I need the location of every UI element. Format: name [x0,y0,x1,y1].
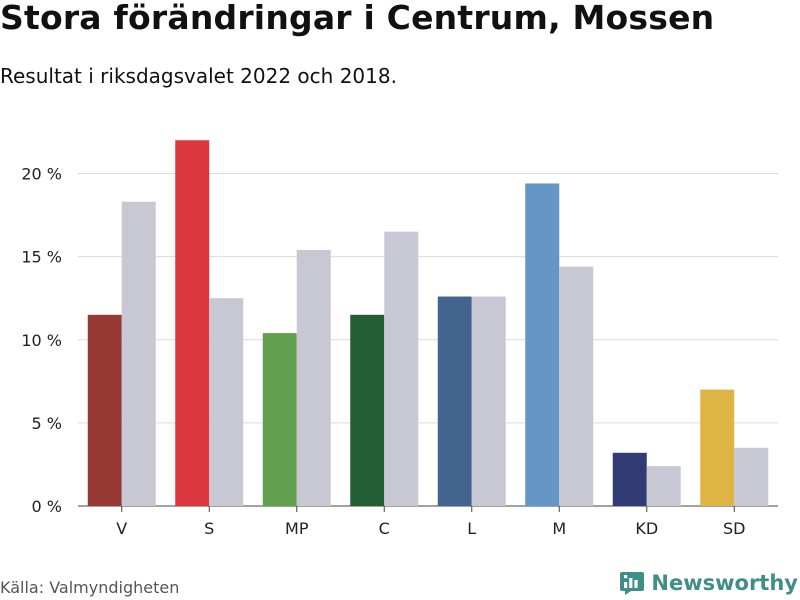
bar-m-0 [525,183,560,506]
brand-name: Newsworthy [651,571,798,595]
x-tick-label: C [379,519,390,538]
bar-l-1 [471,296,506,506]
y-tick-label: 0 % [32,497,62,516]
x-tick-label: MP [285,519,309,538]
bar-kd-1 [646,466,681,506]
bar-s-0 [175,140,210,506]
bar-v-1 [121,201,156,506]
brand: Newsworthy [619,570,798,596]
bar-mp-0 [262,333,297,506]
source-note: Källa: Valmyndigheten [0,578,180,597]
chart-title: Stora förändringar i Centrum, Mossen [0,0,715,37]
bar-kd-0 [612,452,647,506]
y-tick-label: 20 % [21,165,62,184]
newsworthy-logo-icon [620,572,645,595]
bar-sd-1 [734,447,769,506]
x-tick-label: M [552,519,566,538]
bar-s-1 [209,298,244,506]
bar-mp-1 [296,249,331,506]
bar-l-0 [437,296,472,506]
chart-subtitle: Resultat i riksdagsvalet 2022 och 2018. [0,64,397,88]
x-tick-label: L [467,519,476,538]
bar-c-1 [384,231,419,506]
x-tick-label: S [204,519,214,538]
x-tick-label: KD [635,519,658,538]
y-tick-label: 5 % [32,414,62,433]
y-tick-label: 15 % [21,248,62,267]
y-tick-label: 10 % [21,331,62,350]
x-tick-label: SD [723,519,745,538]
bar-c-0 [350,314,385,506]
bar-sd-0 [700,389,735,506]
bar-v-0 [87,314,122,506]
x-tick-label: V [116,519,127,538]
bar-m-1 [559,266,594,506]
